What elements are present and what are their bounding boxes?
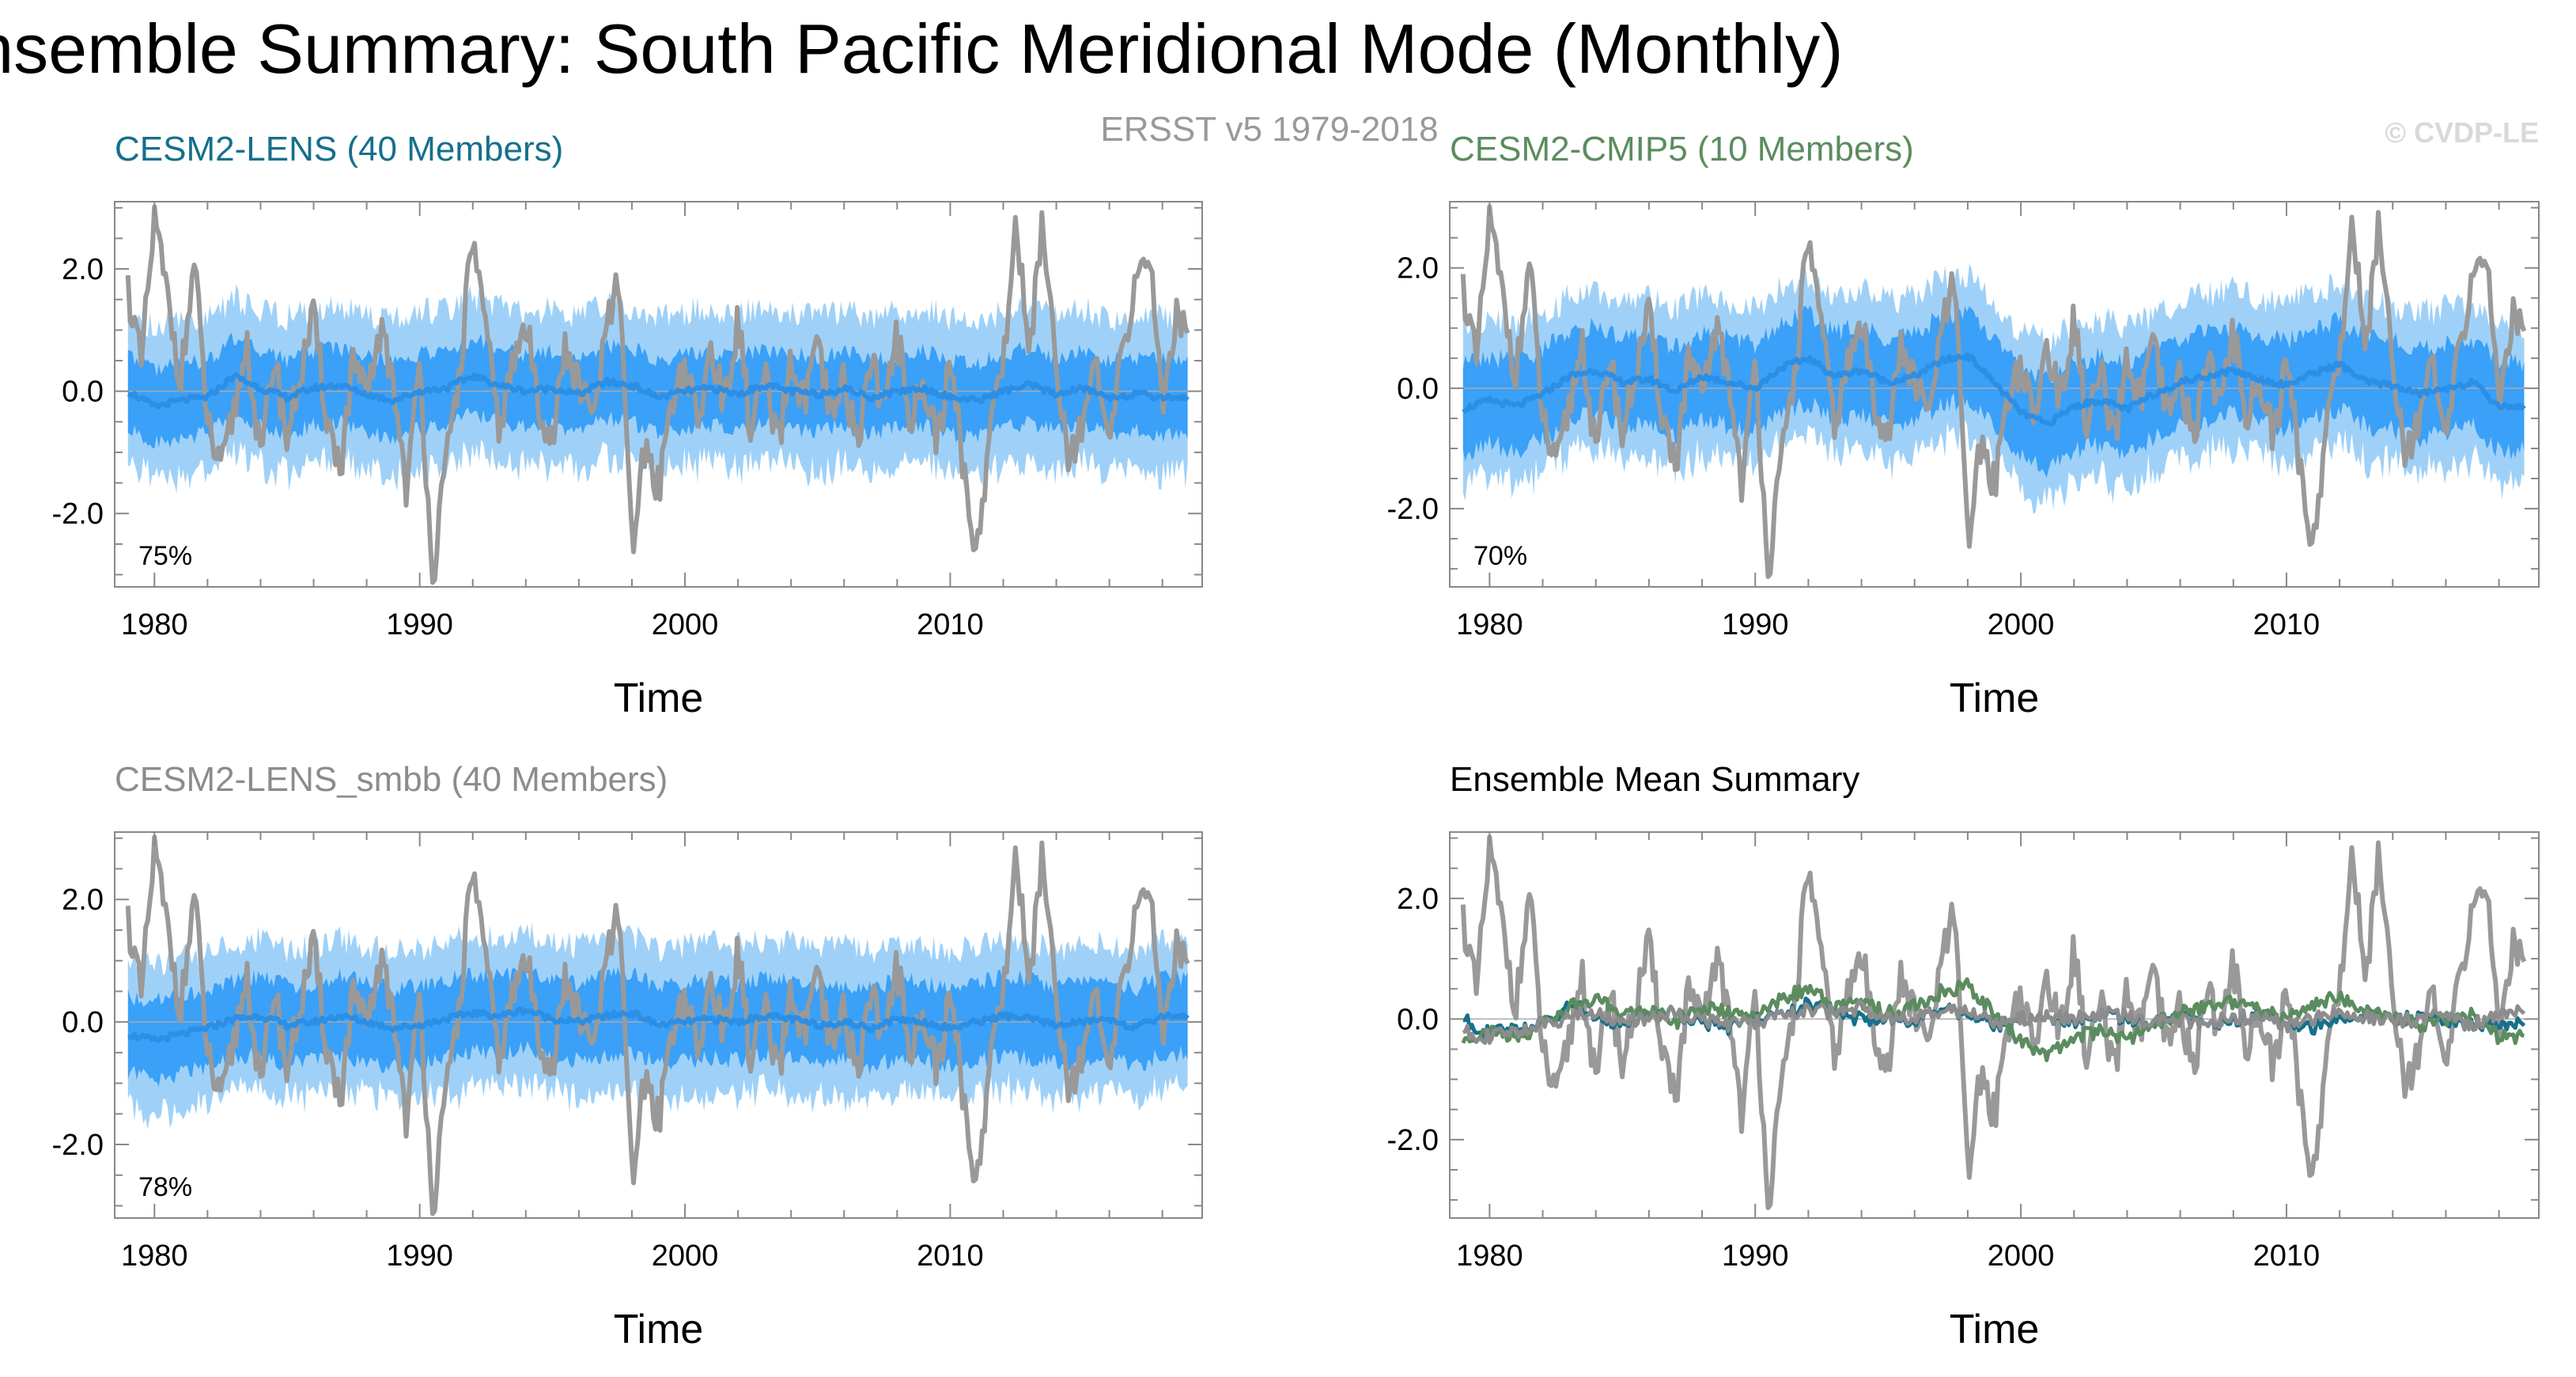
panel-ensmean: Ensemble Mean Summary 1980 1990 2000 2010 -2.… <box>1387 760 2540 1352</box>
panel-title: Ensemble Mean Summary <box>1450 760 1859 799</box>
obs-series-line <box>1460 204 2527 579</box>
panel-title: CESM2-CMIP5 (10 Members) <box>1450 130 1914 168</box>
obs-dataset-label: ERSST v5 1979-2018 <box>1100 110 1438 149</box>
x-tick-label: 1990 <box>386 608 453 641</box>
x-tick-label: 1990 <box>386 1239 453 1273</box>
plot-area <box>1450 204 2539 579</box>
y-tick-label: 2.0 <box>62 883 104 917</box>
obs-series-line <box>1460 834 2527 1210</box>
panel-lens: CESM2-LENS (40 Members) 1980 1990 2000 2010 -… <box>52 130 1203 721</box>
y-tick-label: -2.0 <box>52 497 104 531</box>
x-tick-label: 1990 <box>1722 608 1789 641</box>
x-tick-label: 1990 <box>1722 1239 1789 1273</box>
plot-frame <box>114 831 1203 1219</box>
x-tick-label: 2000 <box>1988 1239 2055 1273</box>
y-tick-label: 2.0 <box>1397 883 1439 916</box>
mean-line-smbb <box>1462 999 2526 1046</box>
y-tick-label: 0.0 <box>62 1006 104 1039</box>
watermark-text: © CVDP-LE <box>2385 116 2539 149</box>
obs-series-line <box>125 204 1190 585</box>
x-tick-label: 2010 <box>917 1239 984 1273</box>
panel-annotation: 78% <box>138 1172 192 1202</box>
panel-annotation: 75% <box>138 541 192 571</box>
panel-smbb: CESM2-LENS_smbb (40 Members) 1980 1990 2000… <box>52 760 1203 1352</box>
y-tick-label: 0.0 <box>1397 373 1439 406</box>
y-tick-label: -2.0 <box>1387 1124 1439 1157</box>
ensemble-mean-line <box>127 372 1190 410</box>
plot-frame <box>1449 201 2540 588</box>
panel-annotation: 70% <box>1473 541 1527 571</box>
obs-series-line <box>125 834 1190 1216</box>
ensemble-mean-line <box>127 1006 1190 1043</box>
x-axis-label: Time <box>1950 675 2040 721</box>
y-tick-label: 2.0 <box>1397 252 1439 286</box>
panel-title: CESM2-LENS_smbb (40 Members) <box>115 760 668 799</box>
x-tick-label: 2000 <box>652 1239 719 1273</box>
x-tick-label: 2000 <box>652 608 719 641</box>
figure-title: Ensemble Summary: South Pacific Meridion… <box>0 9 1843 88</box>
x-tick-label: 1980 <box>1456 1239 1523 1273</box>
plot-frame <box>1449 831 2540 1219</box>
x-tick-label: 1980 <box>1456 608 1523 641</box>
plot-frame <box>114 201 1203 588</box>
y-tick-label: 0.0 <box>1397 1003 1439 1036</box>
y-tick-label: 0.0 <box>62 376 104 409</box>
x-tick-label: 1980 <box>121 1239 188 1273</box>
panel-cmip5: CESM2-CMIP5 (10 Members) 1980 1990 2000 2010… <box>1387 130 2540 721</box>
panels-group: CESM2-LENS (40 Members) 1980 1990 2000 2010 -… <box>52 130 2540 1352</box>
ensemble-mean-line <box>1462 352 2526 427</box>
ensemble-spread-inner-band <box>1462 305 2525 478</box>
x-axis-label: Time <box>614 1307 704 1352</box>
mean-line-cmip5 <box>1461 977 2525 1062</box>
y-tick-label: 2.0 <box>62 253 104 286</box>
x-tick-label: 2010 <box>2253 1239 2321 1273</box>
x-tick-label: 1980 <box>121 608 188 641</box>
plot-area <box>115 834 1202 1216</box>
plot-area <box>1450 834 2539 1210</box>
x-tick-label: 2000 <box>1988 608 2055 641</box>
y-tick-label: -2.0 <box>1387 493 1439 526</box>
x-tick-label: 2010 <box>917 608 984 641</box>
x-axis-label: Time <box>614 675 704 721</box>
x-tick-label: 2010 <box>2253 608 2321 641</box>
panel-title: CESM2-LENS (40 Members) <box>115 130 563 168</box>
x-axis-label: Time <box>1950 1307 2040 1352</box>
y-tick-label: -2.0 <box>52 1129 104 1162</box>
plot-area <box>115 204 1202 585</box>
